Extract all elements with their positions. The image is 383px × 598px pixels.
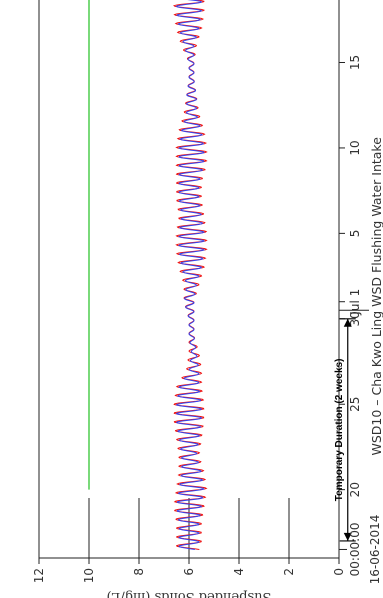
y-tick-label: 2 — [282, 568, 296, 576]
x-tick-label: 25 — [348, 397, 362, 412]
y-tick-label: 4 — [232, 568, 246, 576]
x-tick-label: 20 — [348, 482, 362, 497]
y-tick-label: 10 — [82, 568, 96, 583]
annotation-label: Temporary Duration (2 weeks) — [334, 359, 345, 502]
x-axis-start-date: 16-06-2014 — [368, 515, 382, 585]
annotation-arrowhead-left — [343, 532, 352, 541]
y-tick-label: 0 — [332, 568, 346, 576]
series-line — [175, 0, 206, 550]
x-tick-label: 10 — [348, 140, 362, 155]
x-tick-label: Jul 1 — [348, 289, 362, 316]
x-tick-label: 5 — [348, 230, 362, 238]
y-tick-label: 6 — [182, 568, 196, 576]
x-tick-label: 15 — [348, 55, 362, 70]
y-tick-label: 8 — [132, 568, 146, 576]
x-axis-start-time: 00:00:00 — [348, 523, 362, 577]
y-tick-label: 12 — [32, 568, 46, 583]
y-axis-label: Suspended Solids (mg/L) — [107, 589, 272, 598]
chart-title: WSD10 – Cha Kwo Ling WSD Flushing Water … — [369, 137, 383, 456]
annotation-arrowhead-right — [343, 318, 352, 327]
